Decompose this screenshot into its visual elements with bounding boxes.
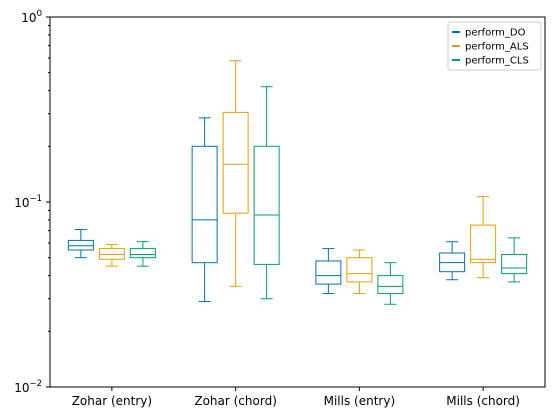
legend-box: [447, 21, 542, 71]
box-body: [253, 145, 280, 265]
box-perform_ALS-2: [346, 249, 373, 295]
legend-label-perform_ALS: perform_ALS: [465, 42, 529, 53]
y-tick-exponent: 0: [37, 9, 42, 19]
x-tick-label: Zohar (entry): [72, 394, 152, 408]
y-tick-base: 10: [21, 11, 36, 25]
box-body: [191, 145, 218, 264]
legend-label-perform_CLS: perform_CLS: [465, 56, 529, 67]
box-perform_ALS-3: [470, 196, 497, 279]
box-perform_CLS-0: [129, 241, 156, 267]
legend: perform_DO perform_ALS perform_CLS: [447, 21, 542, 71]
box-perform_ALS-0: [98, 243, 125, 267]
plot-frame: [49, 16, 546, 388]
y-tick-base: 10: [14, 381, 29, 395]
box-body: [315, 260, 342, 285]
x-tick-label: Mills (entry): [324, 394, 396, 408]
plot-marks: [67, 60, 528, 305]
box-body: [67, 239, 94, 251]
y-tick-base: 10: [14, 196, 29, 210]
y-tick-label: 10−1: [14, 194, 42, 210]
y-tick-exponent: −1: [29, 194, 42, 204]
box-perform_CLS-3: [501, 237, 528, 283]
box-body: [129, 248, 156, 259]
box-body: [222, 111, 249, 214]
box-perform_CLS-2: [377, 262, 404, 305]
y-tick-label: 10−2: [14, 379, 42, 395]
x-tick-label: Mills (chord): [446, 394, 520, 408]
legend-label-perform_DO: perform_DO: [465, 28, 526, 39]
y-tick-exponent: −2: [29, 379, 42, 389]
box-body: [377, 275, 404, 295]
box-perform_DO-3: [439, 241, 466, 281]
box-perform_DO-2: [315, 248, 342, 295]
box-body: [470, 224, 497, 264]
box-perform_CLS-1: [253, 86, 280, 300]
box-perform_ALS-1: [222, 60, 249, 287]
box-body: [501, 254, 528, 275]
box-perform_DO-0: [67, 229, 94, 259]
x-tick-label: Zohar (chord): [194, 394, 277, 408]
box-body: [98, 248, 125, 260]
y-tick-label: 100: [21, 9, 42, 25]
box-perform_DO-1: [191, 117, 218, 302]
box-body: [346, 257, 373, 283]
